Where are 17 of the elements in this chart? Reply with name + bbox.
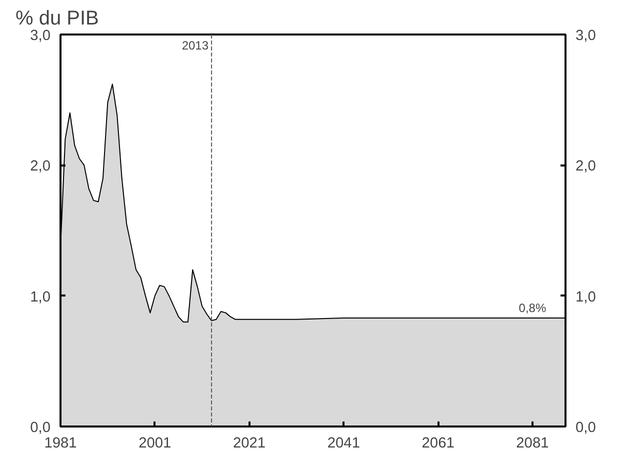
ref-line-label: 2013 (182, 38, 209, 52)
x-tick-label: 2021 (232, 436, 266, 452)
x-tick-label: 2061 (422, 436, 454, 452)
x-tick-label: 2081 (516, 436, 549, 452)
y2-tick-label: 0,0 (576, 420, 596, 436)
y2-tick-label: 3,0 (576, 28, 596, 44)
y-tick-label: 0,0 (30, 420, 50, 436)
annotation: 0,8% (518, 301, 546, 316)
x-tick-label: 2041 (327, 436, 360, 452)
y2-tick-label: 2,0 (576, 158, 596, 175)
x-tick-label: 2001 (138, 436, 172, 452)
x-tick-label: 1981 (44, 436, 77, 452)
y-tick-label: 3,0 (30, 28, 50, 44)
y-axis-title: % du PIB (16, 8, 99, 30)
y-tick-label: 2,0 (30, 158, 50, 175)
y-tick-label: 1,0 (30, 289, 50, 306)
y2-tick-label: 1,0 (576, 289, 596, 306)
